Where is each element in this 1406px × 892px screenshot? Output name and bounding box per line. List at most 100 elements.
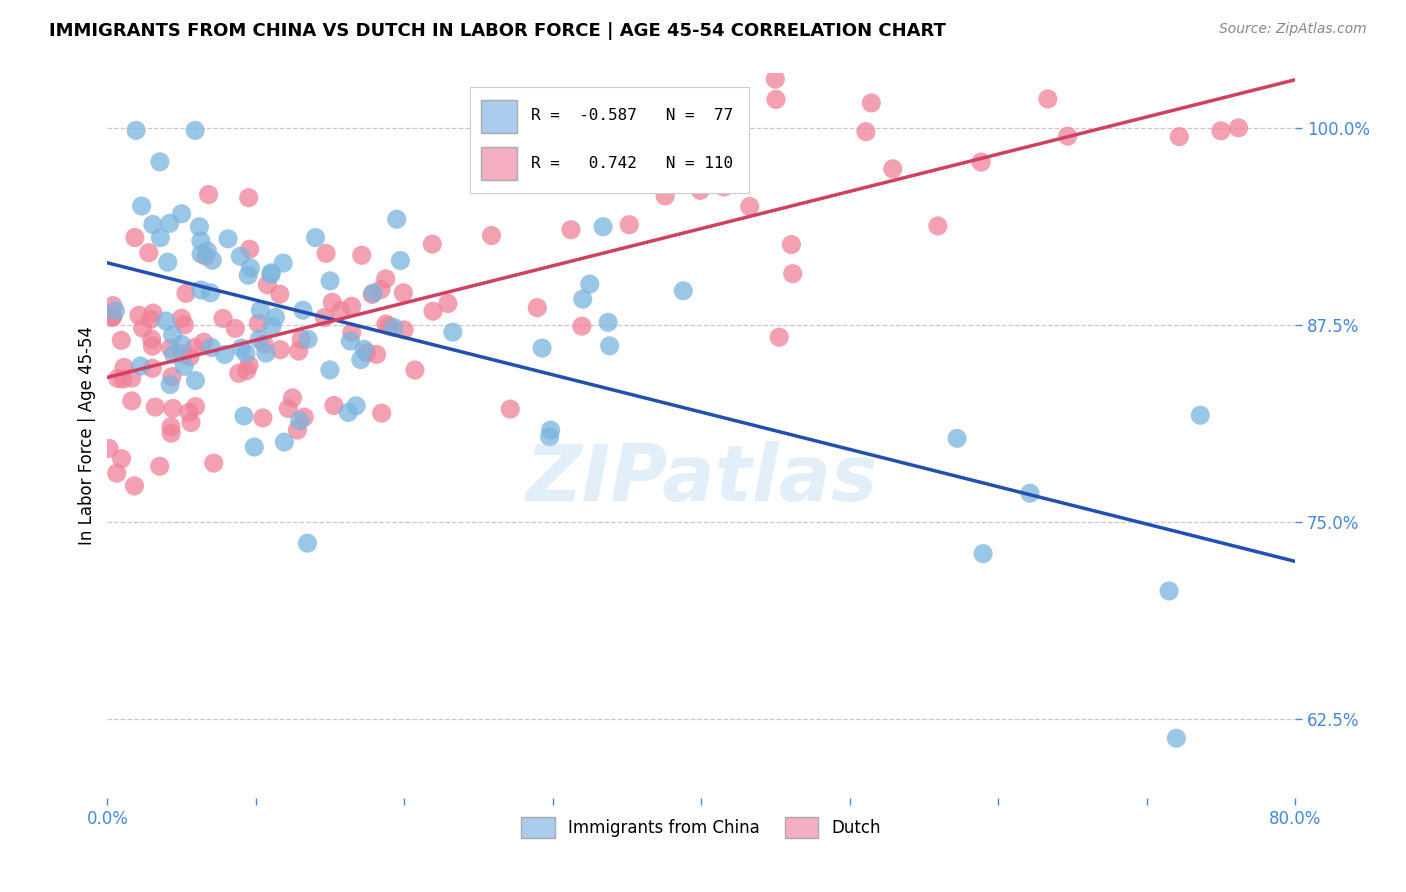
Point bbox=[260, 266, 283, 280]
Point bbox=[1209, 124, 1232, 138]
Point bbox=[855, 125, 877, 139]
Point bbox=[353, 343, 375, 357]
Point bbox=[481, 228, 503, 243]
Point bbox=[184, 123, 207, 137]
Point bbox=[174, 286, 197, 301]
Point bbox=[374, 272, 396, 286]
Point bbox=[392, 285, 415, 300]
Point bbox=[672, 284, 695, 298]
Point bbox=[124, 230, 146, 244]
Point bbox=[361, 287, 384, 301]
Point bbox=[392, 323, 415, 337]
Point bbox=[329, 303, 352, 318]
Point bbox=[224, 321, 246, 335]
Point bbox=[232, 409, 254, 423]
Point bbox=[141, 361, 163, 376]
Point bbox=[319, 363, 342, 377]
Point bbox=[441, 325, 464, 339]
Point bbox=[190, 283, 212, 297]
Point bbox=[173, 359, 195, 374]
Point bbox=[321, 295, 343, 310]
Point bbox=[420, 237, 443, 252]
Point bbox=[860, 95, 883, 110]
Point bbox=[143, 400, 166, 414]
Point bbox=[100, 310, 122, 325]
Point bbox=[239, 260, 262, 275]
Point bbox=[560, 223, 582, 237]
Point bbox=[129, 359, 152, 373]
Point bbox=[571, 292, 593, 306]
Point bbox=[1056, 129, 1078, 144]
Point bbox=[1036, 92, 1059, 106]
Point bbox=[197, 187, 219, 202]
Point bbox=[177, 405, 200, 419]
Point bbox=[1157, 583, 1180, 598]
Legend: Immigrants from China, Dutch: Immigrants from China, Dutch bbox=[515, 811, 887, 844]
Point bbox=[763, 72, 786, 87]
Point bbox=[254, 346, 277, 360]
Point bbox=[112, 372, 135, 386]
Point bbox=[173, 318, 195, 332]
Point bbox=[159, 377, 181, 392]
Point bbox=[288, 414, 311, 428]
Point bbox=[110, 334, 132, 348]
Point bbox=[121, 371, 143, 385]
Point bbox=[599, 339, 621, 353]
Point bbox=[946, 431, 969, 445]
Point bbox=[319, 274, 342, 288]
Point bbox=[121, 393, 143, 408]
Point bbox=[297, 332, 319, 346]
Point bbox=[1019, 486, 1042, 500]
Point bbox=[269, 287, 291, 301]
Point bbox=[238, 268, 260, 283]
Point bbox=[323, 399, 346, 413]
Point bbox=[179, 350, 201, 364]
Point bbox=[260, 268, 283, 282]
Point bbox=[253, 337, 276, 351]
Point bbox=[193, 335, 215, 350]
Point bbox=[160, 426, 183, 441]
Point bbox=[105, 466, 128, 480]
Point bbox=[162, 327, 184, 342]
Point bbox=[142, 306, 165, 320]
Text: IMMIGRANTS FROM CHINA VS DUTCH IN LABOR FORCE | AGE 45-54 CORRELATION CHART: IMMIGRANTS FROM CHINA VS DUTCH IN LABOR … bbox=[49, 22, 946, 40]
Point bbox=[200, 285, 222, 300]
Point bbox=[339, 334, 361, 348]
Point bbox=[155, 314, 177, 328]
Point bbox=[592, 219, 614, 234]
Point bbox=[389, 253, 412, 268]
Point bbox=[609, 126, 631, 140]
Point bbox=[1227, 120, 1250, 135]
Point bbox=[273, 435, 295, 450]
Point bbox=[170, 207, 193, 221]
Point bbox=[315, 246, 337, 260]
Point bbox=[385, 212, 408, 227]
Point bbox=[578, 277, 600, 291]
Point bbox=[214, 347, 236, 361]
Point bbox=[927, 219, 949, 233]
Point bbox=[538, 430, 561, 444]
Point bbox=[281, 391, 304, 405]
Point bbox=[228, 367, 250, 381]
Point bbox=[159, 216, 181, 230]
Point bbox=[344, 399, 367, 413]
Point bbox=[101, 308, 124, 322]
Point bbox=[101, 299, 124, 313]
Point bbox=[598, 315, 620, 329]
Point bbox=[98, 442, 121, 456]
Point bbox=[297, 536, 319, 550]
Point bbox=[138, 245, 160, 260]
Point bbox=[238, 191, 260, 205]
Point bbox=[149, 154, 172, 169]
Point bbox=[782, 267, 804, 281]
Point bbox=[972, 547, 994, 561]
Point bbox=[526, 301, 548, 315]
Point bbox=[247, 317, 270, 331]
Point bbox=[277, 401, 299, 416]
Point bbox=[131, 199, 153, 213]
Point bbox=[882, 161, 904, 176]
Point bbox=[170, 337, 193, 351]
Point bbox=[370, 283, 392, 297]
Point bbox=[112, 360, 135, 375]
Point bbox=[180, 416, 202, 430]
